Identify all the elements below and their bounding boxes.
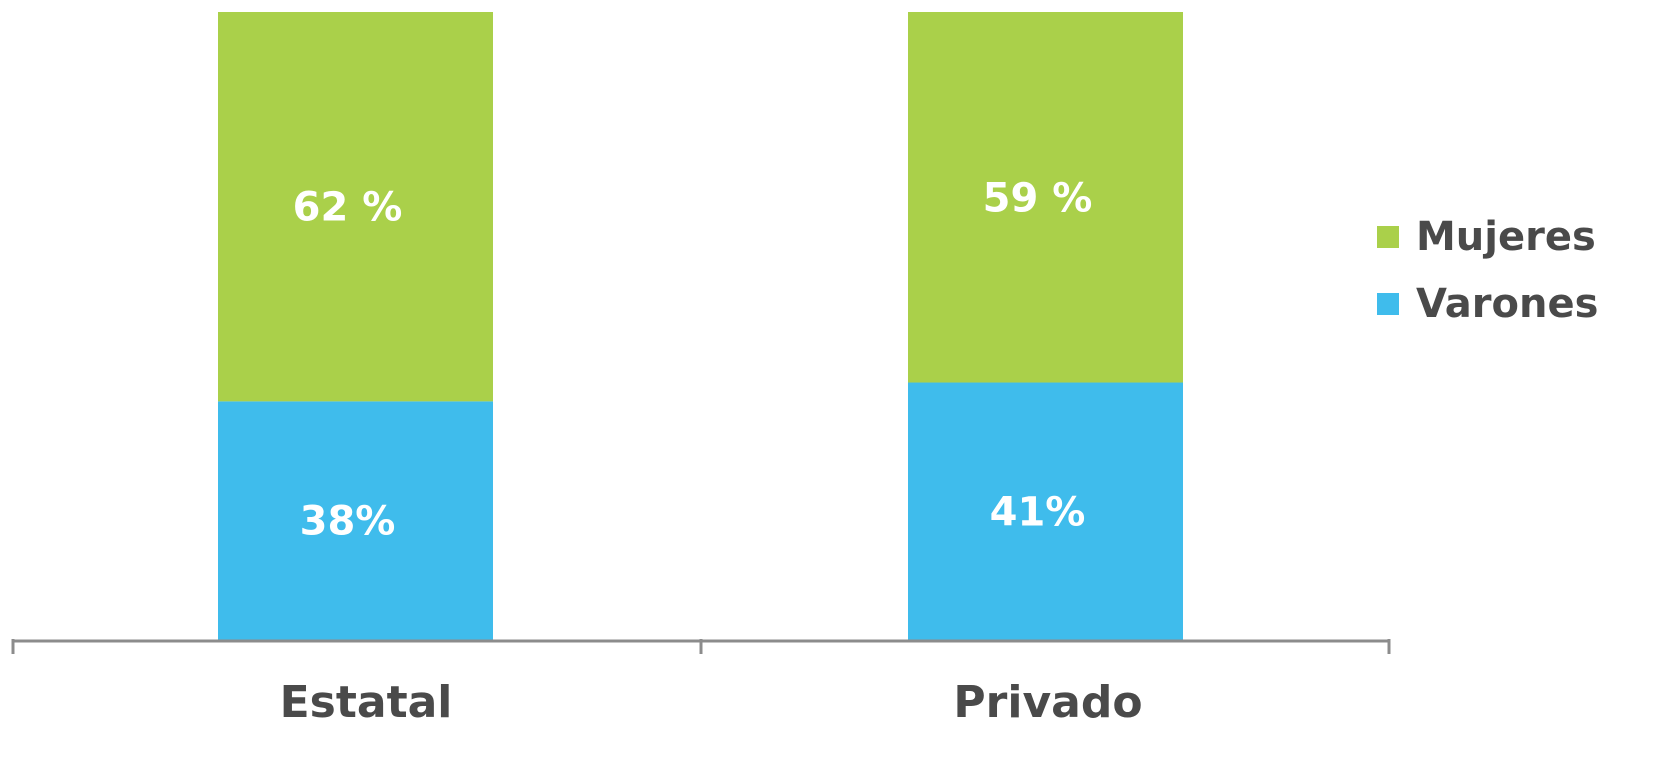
legend-label-mujeres: Mujeres: [1416, 214, 1596, 260]
bar-privado-varones: [908, 382, 1183, 640]
data-label-privado-varones: 41%: [990, 489, 1086, 535]
data-label-estatal-varones: 38%: [300, 499, 396, 545]
bar-estatal-mujeres: [218, 12, 493, 402]
legend-swatch-varones: [1377, 293, 1399, 315]
legend-item-varones: Varones: [1377, 281, 1598, 327]
bar-estatal-varones: [218, 401, 493, 640]
category-label-estatal: Estatal: [280, 677, 453, 728]
data-labels-layer: 38% 62 % 41% 59 %: [293, 175, 1093, 544]
legend: Mujeres Varones: [1377, 214, 1598, 327]
bar-privado-mujeres: [908, 12, 1183, 383]
x-axis: Estatal Privado: [11, 639, 1391, 728]
legend-swatch-mujeres: [1377, 226, 1399, 248]
data-label-estatal-mujeres: 62 %: [293, 185, 403, 231]
bars-layer: [218, 12, 1183, 640]
data-label-privado-mujeres: 59 %: [983, 175, 1093, 221]
legend-label-varones: Varones: [1416, 281, 1598, 327]
legend-item-mujeres: Mujeres: [1377, 214, 1596, 260]
category-label-privado: Privado: [953, 677, 1142, 728]
